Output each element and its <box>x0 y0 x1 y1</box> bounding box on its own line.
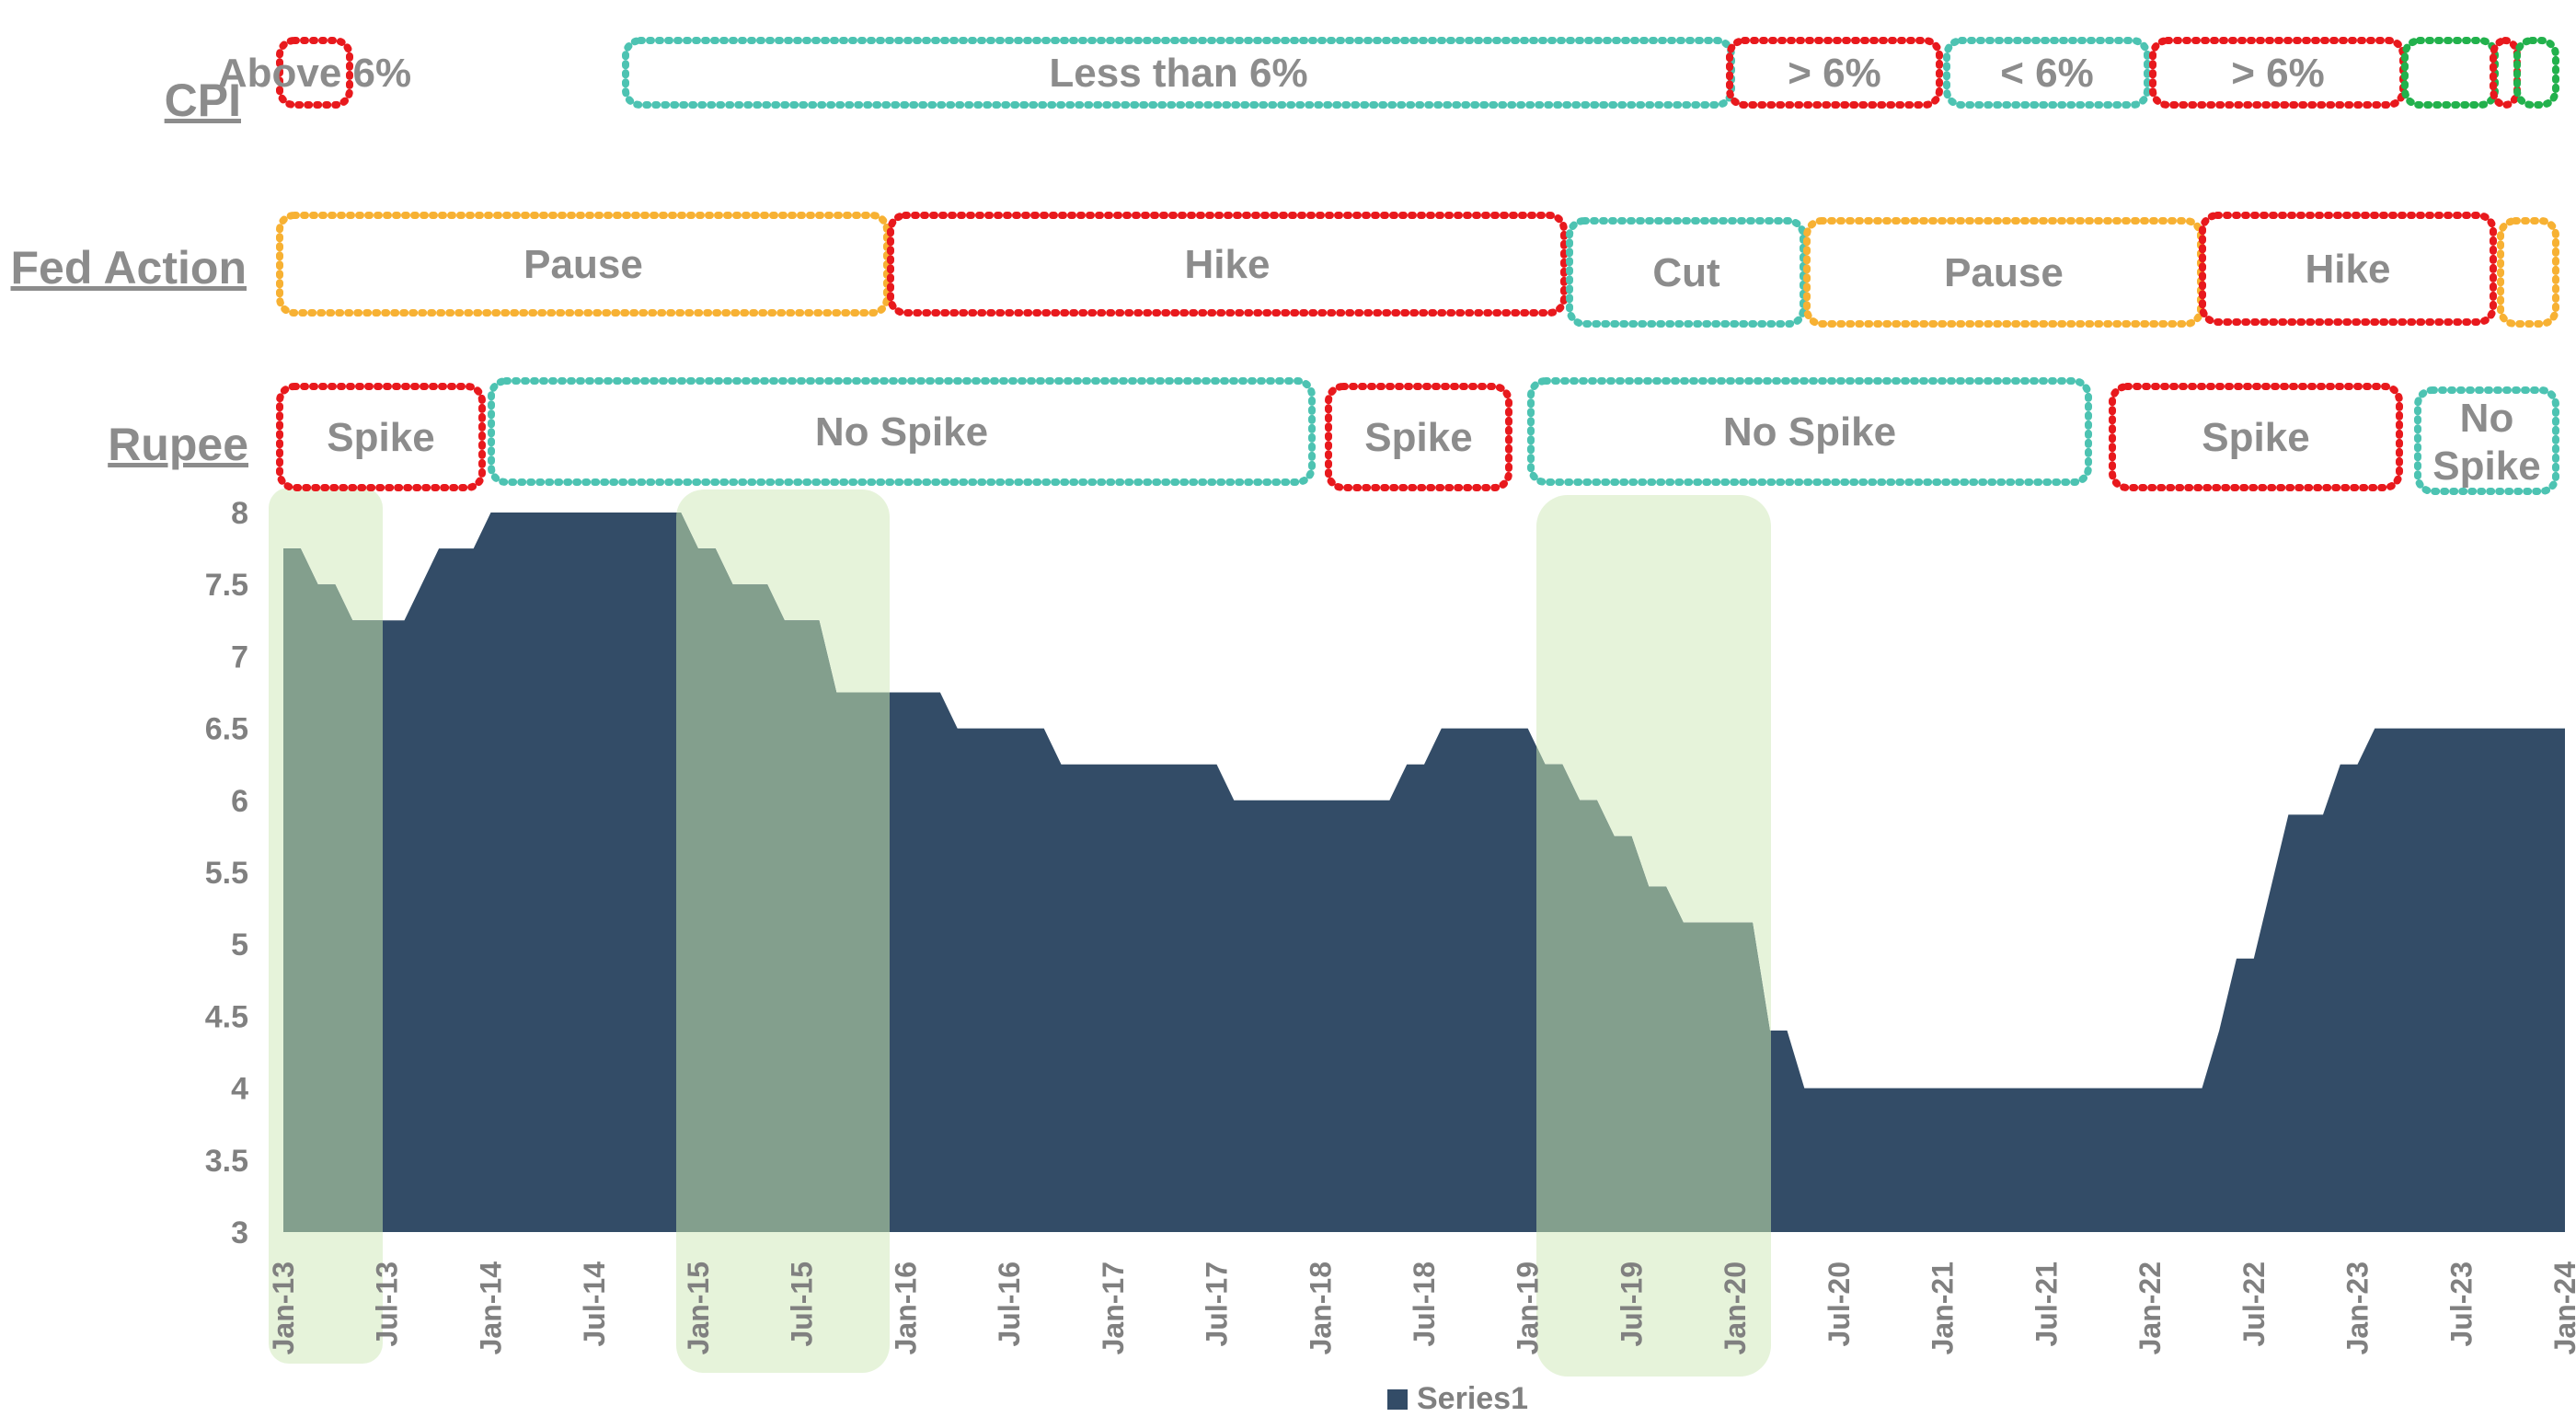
x-tick-label: Jan-20 <box>1719 1261 1752 1354</box>
x-tick-label: Jul-13 <box>371 1261 404 1346</box>
y-axis-ticks: 3 3.5 4 4.5 5 5.5 6 6.5 7 7.5 8 <box>205 496 248 1250</box>
y-tick-label: 4.5 <box>205 999 248 1034</box>
timeline-segment-label: Spike <box>1364 415 1472 460</box>
timeline-segment-cpi: Above 6% <box>218 37 411 109</box>
x-tick-label: Jul-15 <box>786 1261 819 1346</box>
timeline-segment-label: < 6% <box>2000 51 2094 96</box>
timeline-segment-label: No Spike <box>815 409 988 455</box>
timeline-segment-border <box>2109 383 2403 491</box>
x-tick-label: Jan-18 <box>1304 1261 1337 1354</box>
x-axis-ticks: Jan-13 Jul-13 Jan-14 Jul-14 Jan-15 Jul-15 Jan-… <box>267 1261 2576 1355</box>
timeline-segment-cpi <box>2401 37 2499 109</box>
timeline-segment-rupee: No Spike <box>488 377 1316 486</box>
timeline-segment-border <box>887 212 1568 317</box>
timeline-segment-label: Hike <box>2306 247 2391 292</box>
timeline-bands: Above 6% Less than 6% > 6% < 6% > 6% Pause Hik… <box>218 37 2559 495</box>
timeline-segment-label: Spike <box>327 415 434 460</box>
timeline-segment-rupee: Spike <box>2109 383 2403 491</box>
timeline-segment-cpi: < 6% <box>1943 37 2151 109</box>
timeline-segment-label: Hike <box>1185 242 1271 287</box>
timeline-segment-label: Less than 6% <box>1049 51 1307 96</box>
y-tick-label: 7.5 <box>205 568 248 603</box>
y-tick-label: 6.5 <box>205 712 248 747</box>
timeline-segment-cpi <box>2513 37 2559 109</box>
y-tick-label: 6 <box>231 784 248 819</box>
timeline-segment-fed: Hike <box>887 212 1568 317</box>
timeline-segment-label: Spike <box>2202 415 2309 460</box>
x-tick-label: Jan-14 <box>475 1261 508 1355</box>
timeline-segment-label: Pause <box>1944 250 2064 295</box>
timeline-segment-label: Spike <box>2432 444 2540 489</box>
x-tick-label: Jan-22 <box>2133 1261 2167 1354</box>
timeline-segment-border <box>276 383 486 491</box>
x-tick-label: Jan-16 <box>889 1261 922 1354</box>
timeline-segment-border <box>276 37 353 109</box>
x-tick-label: Jul-19 <box>1616 1261 1649 1346</box>
timeline-segment-label: No Spike <box>1723 409 1896 455</box>
legend-label-series1: Series1 <box>1417 1381 1528 1416</box>
timeline-segment-cpi: > 6% <box>2149 37 2407 109</box>
x-tick-label: Jan-23 <box>2341 1261 2375 1354</box>
timeline-segment-border <box>2414 386 2559 495</box>
timeline-segment-rupee: Spike <box>276 383 486 491</box>
x-tick-label: Jul-21 <box>2030 1261 2063 1346</box>
x-tick-label: Jul-22 <box>2237 1261 2271 1346</box>
x-tick-label: Jan-24 <box>2548 1261 2576 1355</box>
timeline-segment-rupee: Spike <box>1325 383 1512 491</box>
x-tick-label: Jan-21 <box>1926 1261 1960 1354</box>
timeline-segment-border <box>488 377 1316 486</box>
timeline-segment-label: > 6% <box>1788 51 1881 96</box>
timeline-segment-cpi: > 6% <box>1726 37 1943 109</box>
x-tick-label: Jan-13 <box>267 1261 300 1354</box>
timeline-segment-label: Above 6% <box>218 51 411 96</box>
row-label-cpi: CPI <box>165 75 241 126</box>
timeline-segment-border <box>2401 37 2499 109</box>
timeline-segment-border <box>1566 217 1807 328</box>
y-tick-label: 3 <box>231 1215 248 1250</box>
y-tick-label: 5 <box>231 927 248 962</box>
x-tick-label: Jul-18 <box>1408 1261 1441 1346</box>
timeline-segment-label: > 6% <box>2231 51 2325 96</box>
x-tick-label: Jan-17 <box>1097 1261 1130 1354</box>
y-tick-label: 4 <box>231 1072 248 1107</box>
series1-area-fill <box>283 513 2565 1232</box>
timeline-segment-border <box>2513 37 2559 109</box>
legend: Series1 <box>1387 1381 1528 1416</box>
y-tick-label: 7 <box>231 639 248 674</box>
timeline-segment-border <box>1527 377 2092 486</box>
x-tick-label: Jul-14 <box>578 1261 611 1347</box>
series1-area <box>283 513 2565 1232</box>
x-tick-label: Jul-23 <box>2444 1261 2478 1346</box>
timeline-segment-rupee: No Spike <box>1527 377 2092 486</box>
x-tick-label: Jul-20 <box>1823 1261 1856 1346</box>
row-label-fed-action: Fed Action <box>11 242 247 294</box>
timeline-segment-border <box>1943 37 2151 109</box>
timeline-segment-cpi: Less than 6% <box>622 37 1735 109</box>
timeline-segment-border <box>1325 383 1512 491</box>
legend-swatch-series1 <box>1387 1389 1408 1410</box>
timeline-segment-fed: Hike <box>2199 212 2497 326</box>
timeline-segment-border <box>1726 37 1943 109</box>
timeline-segment-fed: Cut <box>1566 217 1807 328</box>
timeline-segment-fed: Pause <box>1803 217 2204 328</box>
timeline-segment-label: Cut <box>1652 250 1720 295</box>
timeline-segment-label: Pause <box>523 242 643 287</box>
timeline-segment-border <box>2199 212 2497 326</box>
y-tick-label: 3.5 <box>205 1144 248 1179</box>
x-tick-label: Jan-19 <box>1512 1261 1545 1354</box>
timeline-segment-label: No <box>2460 396 2514 441</box>
x-tick-label: Jul-17 <box>1201 1261 1234 1346</box>
timeline-segment-border <box>276 212 891 317</box>
row-label-rupee: Rupee <box>108 419 248 470</box>
timeline-segment-fed: Pause <box>276 212 891 317</box>
x-tick-label: Jul-16 <box>993 1261 1026 1346</box>
y-tick-label: 5.5 <box>205 856 248 891</box>
y-tick-label: 8 <box>231 496 248 531</box>
timeline-segment-fed <box>2497 217 2559 328</box>
x-tick-label: Jan-15 <box>682 1261 715 1354</box>
timeline-segment-border <box>2497 217 2559 328</box>
